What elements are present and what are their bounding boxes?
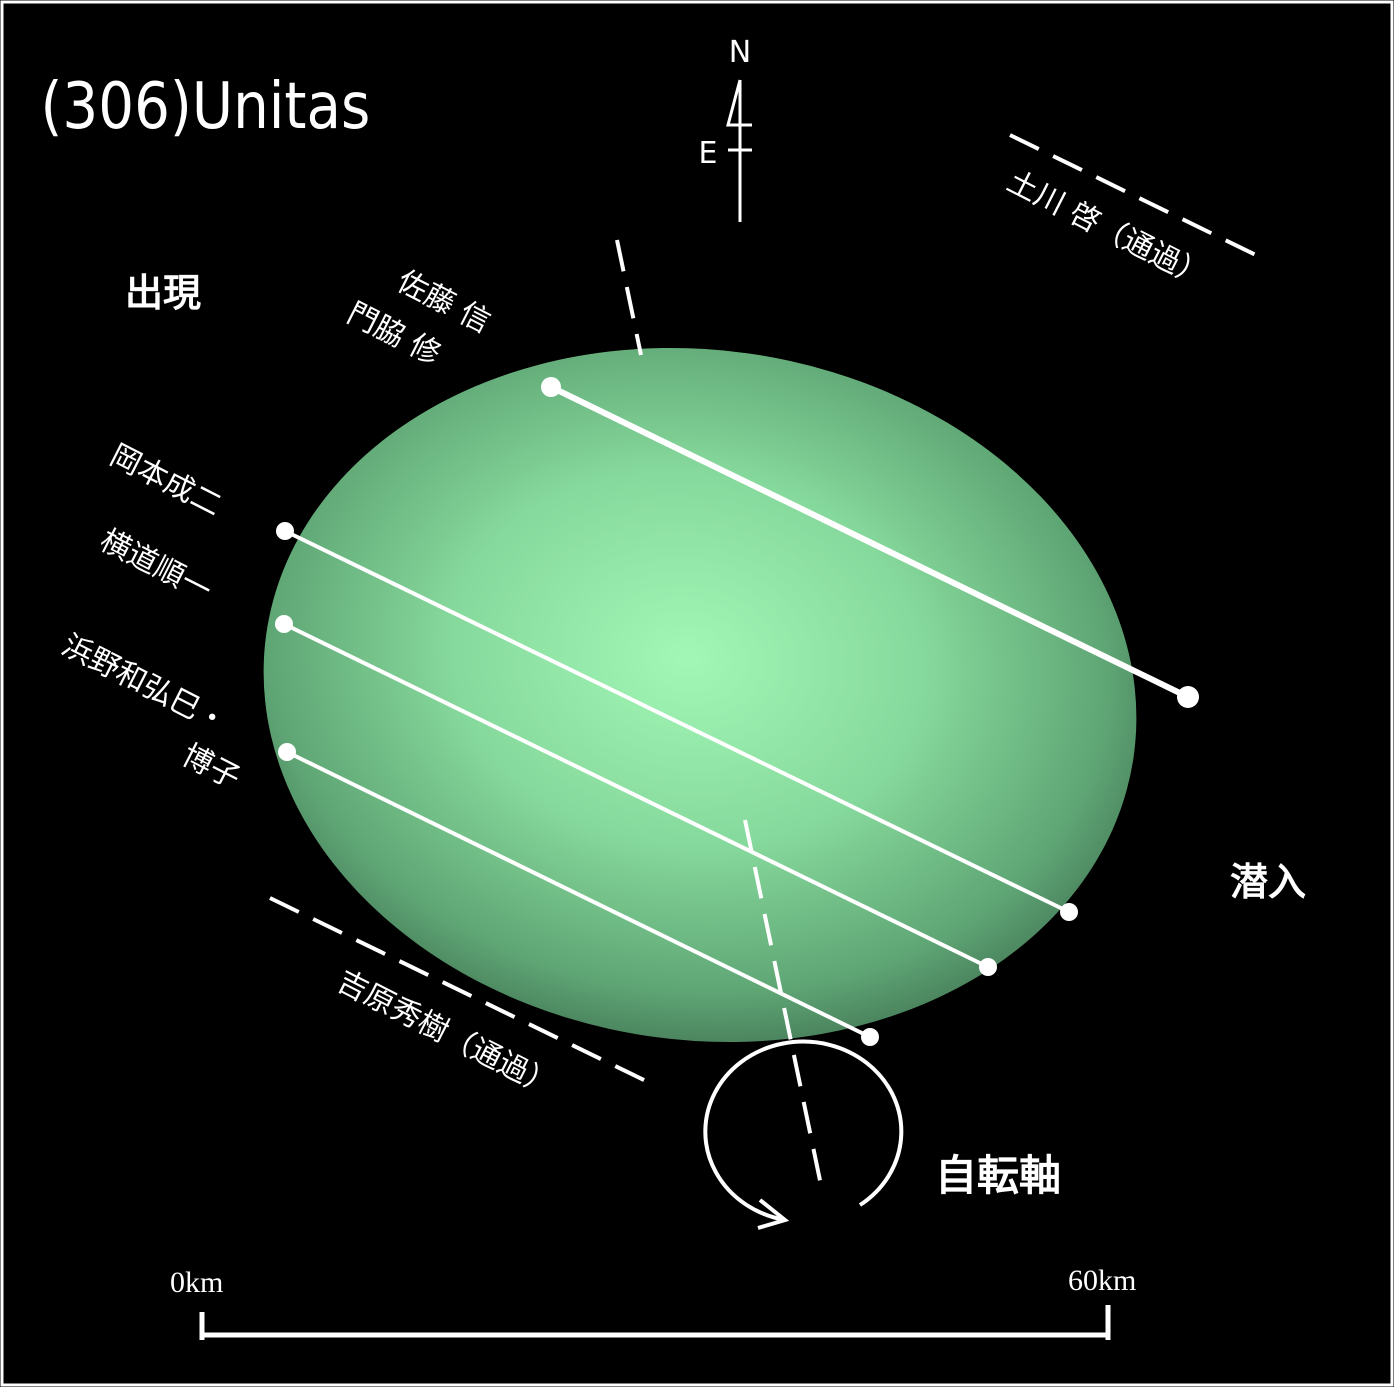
chord <box>549 384 1190 700</box>
chord <box>284 529 1070 914</box>
compass <box>726 79 752 222</box>
chord <box>286 750 871 1039</box>
north-label: N <box>729 35 751 70</box>
chord-ends <box>275 377 1199 1046</box>
scale-end: 60km <box>1068 1264 1136 1297</box>
chord <box>283 622 989 969</box>
title: (306)Unitas <box>40 70 370 144</box>
east-label: E <box>699 136 718 171</box>
scale-bar <box>199 1305 1111 1340</box>
disappearance-label: 潜入 <box>1230 860 1306 904</box>
scale-start: 0km <box>170 1266 223 1299</box>
asteroid-shape <box>263 347 1137 1043</box>
dashed-lines <box>269 133 1263 1191</box>
rotation-arrow <box>703 1039 904 1230</box>
chords <box>283 384 1190 1039</box>
appearance-label: 出現 <box>125 271 201 315</box>
rotation-axis-label: 自転軸 <box>935 1151 1061 1200</box>
